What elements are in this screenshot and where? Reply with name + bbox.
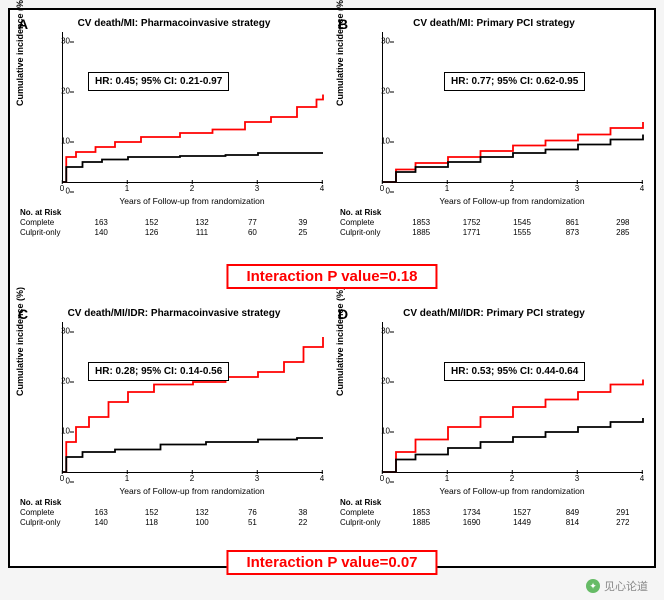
watermark-text: 见心论道: [604, 578, 648, 594]
y-tick: 20: [61, 87, 70, 96]
risk-table: No. at Risk Complete1631521327638 Culpri…: [20, 498, 330, 528]
x-tick: 3: [255, 184, 259, 193]
x-tick: 0: [60, 474, 64, 483]
panel-c: CCV death/MI/IDR: Pharmacoinvasive strat…: [16, 306, 332, 546]
km-curves: [383, 32, 643, 182]
complete-curve: [63, 438, 323, 472]
y-tick: 30: [381, 327, 390, 336]
km-curves: [63, 32, 323, 182]
y-tick: 0: [386, 187, 390, 196]
x-tick: 0: [380, 474, 384, 483]
plot-area: [62, 322, 323, 473]
panel-b: BCV death/MI: Primary PCI strategy Compl…: [336, 16, 652, 256]
km-curves: [383, 322, 643, 472]
culprit-curve: [383, 380, 643, 473]
x-tick: 4: [640, 184, 644, 193]
hr-box: HR: 0.77; 95% CI: 0.62-0.95: [444, 72, 585, 91]
km-curves: [63, 322, 323, 472]
x-tick: 3: [255, 474, 259, 483]
x-tick: 0: [60, 184, 64, 193]
x-axis-label: Years of Follow-up from randomization: [382, 486, 642, 496]
risk-table: No. at Risk Complete1631521327739 Culpri…: [20, 208, 330, 238]
x-tick: 1: [445, 474, 449, 483]
culprit-curve: [383, 122, 643, 182]
x-tick: 2: [190, 184, 194, 193]
y-tick: 20: [61, 377, 70, 386]
wechat-icon: ✦: [586, 579, 600, 593]
complete-curve: [63, 153, 323, 182]
y-tick: 30: [61, 327, 70, 336]
risk-table: No. at Risk Complete185317521545861298 C…: [340, 208, 650, 238]
panel-d: DCV death/MI/IDR: Primary PCI strategy C…: [336, 306, 652, 546]
risk-table: No. at Risk Complete185317341527849291 C…: [340, 498, 650, 528]
y-tick: 0: [386, 477, 390, 486]
x-tick: 1: [125, 184, 129, 193]
plot-area: [382, 322, 643, 473]
y-tick: 10: [61, 427, 70, 436]
y-axis-label: Cumulative incidence (%): [15, 0, 25, 106]
y-tick: 10: [61, 137, 70, 146]
x-tick: 2: [510, 474, 514, 483]
figure-frame: ACV death/MI: Pharmacoinvasive strategy …: [8, 8, 656, 568]
x-tick: 3: [575, 474, 579, 483]
culprit-curve: [63, 95, 323, 183]
y-tick: 10: [381, 427, 390, 436]
x-tick: 4: [320, 184, 324, 193]
x-axis-label: Years of Follow-up from randomization: [62, 486, 322, 496]
y-axis-label: Cumulative incidence (%): [15, 287, 25, 396]
watermark: ✦ 见心论道: [586, 578, 648, 594]
y-tick: 20: [381, 377, 390, 386]
hr-box: HR: 0.45; 95% CI: 0.21-0.97: [88, 72, 229, 91]
panel-title: CV death/MI/IDR: Primary PCI strategy: [336, 308, 652, 319]
hr-box: HR: 0.28; 95% CI: 0.14-0.56: [88, 362, 229, 381]
interaction-pvalue-bottom: Interaction P value=0.07: [226, 550, 437, 575]
x-axis-label: Years of Follow-up from randomization: [382, 196, 642, 206]
y-tick: 30: [381, 37, 390, 46]
complete-curve: [383, 418, 643, 472]
plot-area: [62, 32, 323, 183]
x-tick: 3: [575, 184, 579, 193]
x-axis-label: Years of Follow-up from randomization: [62, 196, 322, 206]
panel-title: CV death/MI: Primary PCI strategy: [336, 18, 652, 29]
x-tick: 1: [445, 184, 449, 193]
x-tick: 0: [380, 184, 384, 193]
panel-title: CV death/MI/IDR: Pharmacoinvasive strate…: [16, 308, 332, 319]
hr-box: HR: 0.53; 95% CI: 0.44-0.64: [444, 362, 585, 381]
x-tick: 4: [640, 474, 644, 483]
plot-area: [382, 32, 643, 183]
x-tick: 2: [190, 474, 194, 483]
x-tick: 2: [510, 184, 514, 193]
y-tick: 20: [381, 87, 390, 96]
y-tick: 30: [61, 37, 70, 46]
y-tick: 0: [66, 187, 70, 196]
panel-title: CV death/MI: Pharmacoinvasive strategy: [16, 18, 332, 29]
panel-a: ACV death/MI: Pharmacoinvasive strategy …: [16, 16, 332, 256]
y-axis-label: Cumulative incidence (%): [335, 0, 345, 106]
x-tick: 1: [125, 474, 129, 483]
interaction-pvalue-top: Interaction P value=0.18: [226, 264, 437, 289]
y-tick: 0: [66, 477, 70, 486]
y-tick: 10: [381, 137, 390, 146]
x-tick: 4: [320, 474, 324, 483]
y-axis-label: Cumulative incidence (%): [335, 287, 345, 396]
complete-curve: [383, 135, 643, 183]
